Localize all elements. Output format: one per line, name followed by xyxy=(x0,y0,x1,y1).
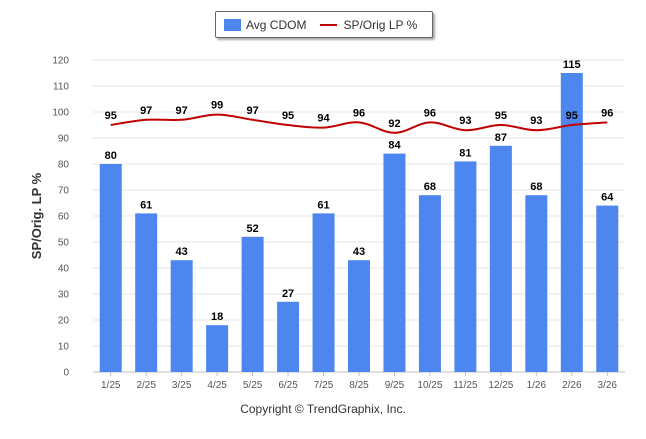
line-value-label: 96 xyxy=(601,107,613,119)
y-tick-label: 20 xyxy=(58,316,70,327)
y-tick-label: 120 xyxy=(52,56,69,67)
x-tick-label: 11/25 xyxy=(453,380,478,391)
line-value-label: 95 xyxy=(105,110,117,122)
bar-value-label: 84 xyxy=(388,140,401,152)
y-tick-label: 100 xyxy=(52,108,69,119)
y-tick-label: 70 xyxy=(58,186,70,197)
bar-avg-cdom xyxy=(312,213,335,372)
y-tick-label: 110 xyxy=(53,82,69,93)
legend: Avg CDOM SP/Orig LP % xyxy=(215,11,433,38)
bar-value-label: 18 xyxy=(211,311,223,323)
bar-avg-cdom xyxy=(170,260,193,372)
y-tick-label: 60 xyxy=(58,212,70,223)
line-value-label: 97 xyxy=(246,105,258,117)
x-tick-label: 2/25 xyxy=(136,380,156,391)
bar-avg-cdom xyxy=(277,301,300,372)
line-value-label: 97 xyxy=(176,105,188,117)
bar-value-label: 68 xyxy=(424,181,436,193)
legend-item-avg-cdom[interactable]: Avg CDOM xyxy=(216,18,306,32)
y-tick-label: 30 xyxy=(58,290,70,301)
bar-avg-cdom xyxy=(206,325,229,372)
x-tick-label: 3/25 xyxy=(172,380,192,391)
bar-avg-cdom xyxy=(348,260,370,372)
bar-avg-cdom xyxy=(383,153,406,372)
legend-label-avg-cdom: Avg CDOM xyxy=(246,17,307,32)
bar-value-label: 61 xyxy=(140,199,152,211)
line-value-label: 99 xyxy=(211,100,223,112)
legend-label-sp-orig: SP/Orig LP % xyxy=(343,17,418,32)
y-tick-label: 80 xyxy=(58,160,70,171)
bar-avg-cdom xyxy=(418,195,441,372)
bar-value-label: 43 xyxy=(176,246,188,258)
bar-avg-cdom xyxy=(99,164,122,372)
x-tick-label: 6/25 xyxy=(278,380,298,391)
bar-avg-cdom xyxy=(560,73,583,372)
bar-value-label: 43 xyxy=(353,246,365,258)
y-tick-label: 10 xyxy=(58,342,70,353)
copyright-text: Copyright © TrendGraphix, Inc. xyxy=(240,402,406,416)
bar-avg-cdom xyxy=(596,205,619,372)
bar-value-label: 68 xyxy=(530,181,542,193)
line-value-label: 95 xyxy=(495,110,507,122)
x-tick-label: 2/26 xyxy=(562,380,582,391)
line-value-label: 94 xyxy=(317,113,330,125)
line-sp-orig-lp xyxy=(110,113,608,134)
line-value-label: 96 xyxy=(353,107,365,119)
line-value-label: 95 xyxy=(282,110,294,122)
line-value-label: 97 xyxy=(140,105,152,117)
bar-value-label: 115 xyxy=(563,59,581,71)
bar-avg-cdom xyxy=(454,161,477,372)
y-tick-label: 90 xyxy=(58,134,70,145)
x-tick-label: 5/25 xyxy=(243,380,263,391)
bar-value-label: 27 xyxy=(282,288,294,300)
x-tick-label: 9/25 xyxy=(385,380,405,391)
bar-avg-cdom xyxy=(525,195,548,372)
bar-avg-cdom xyxy=(489,145,512,372)
x-tick-label: 1/25 xyxy=(101,380,121,391)
x-tick-label: 1/26 xyxy=(527,380,547,391)
y-tick-label: 0 xyxy=(63,368,69,379)
y-tick-label: 40 xyxy=(58,264,70,275)
x-tick-label: 7/25 xyxy=(314,380,334,391)
bar-value-label: 87 xyxy=(495,132,507,144)
y-tick-label: 50 xyxy=(58,238,70,249)
line-value-label: 95 xyxy=(566,110,578,122)
line-value-label: 93 xyxy=(459,115,471,127)
y-axis-title: SP/Orig. LP % xyxy=(29,172,44,259)
bar-avg-cdom xyxy=(241,236,264,372)
x-tick-label: 8/25 xyxy=(349,380,369,391)
legend-bar-swatch xyxy=(224,18,241,31)
bar-value-label: 52 xyxy=(246,223,258,235)
x-tick-label: 4/25 xyxy=(207,380,227,391)
bar-value-label: 64 xyxy=(601,192,614,204)
bar-value-label: 80 xyxy=(105,150,117,162)
legend-line-swatch xyxy=(320,23,338,26)
legend-item-sp-orig[interactable]: SP/Orig LP % xyxy=(306,18,417,32)
x-tick-label: 12/25 xyxy=(488,380,513,391)
bar-avg-cdom xyxy=(135,213,158,372)
line-value-label: 96 xyxy=(424,107,436,119)
x-tick-label: 3/26 xyxy=(598,380,618,391)
line-value-label: 92 xyxy=(388,118,400,130)
x-tick-label: 10/25 xyxy=(417,380,442,391)
bar-value-label: 61 xyxy=(317,199,329,211)
bar-value-label: 81 xyxy=(459,147,471,159)
line-value-label: 93 xyxy=(530,115,542,127)
